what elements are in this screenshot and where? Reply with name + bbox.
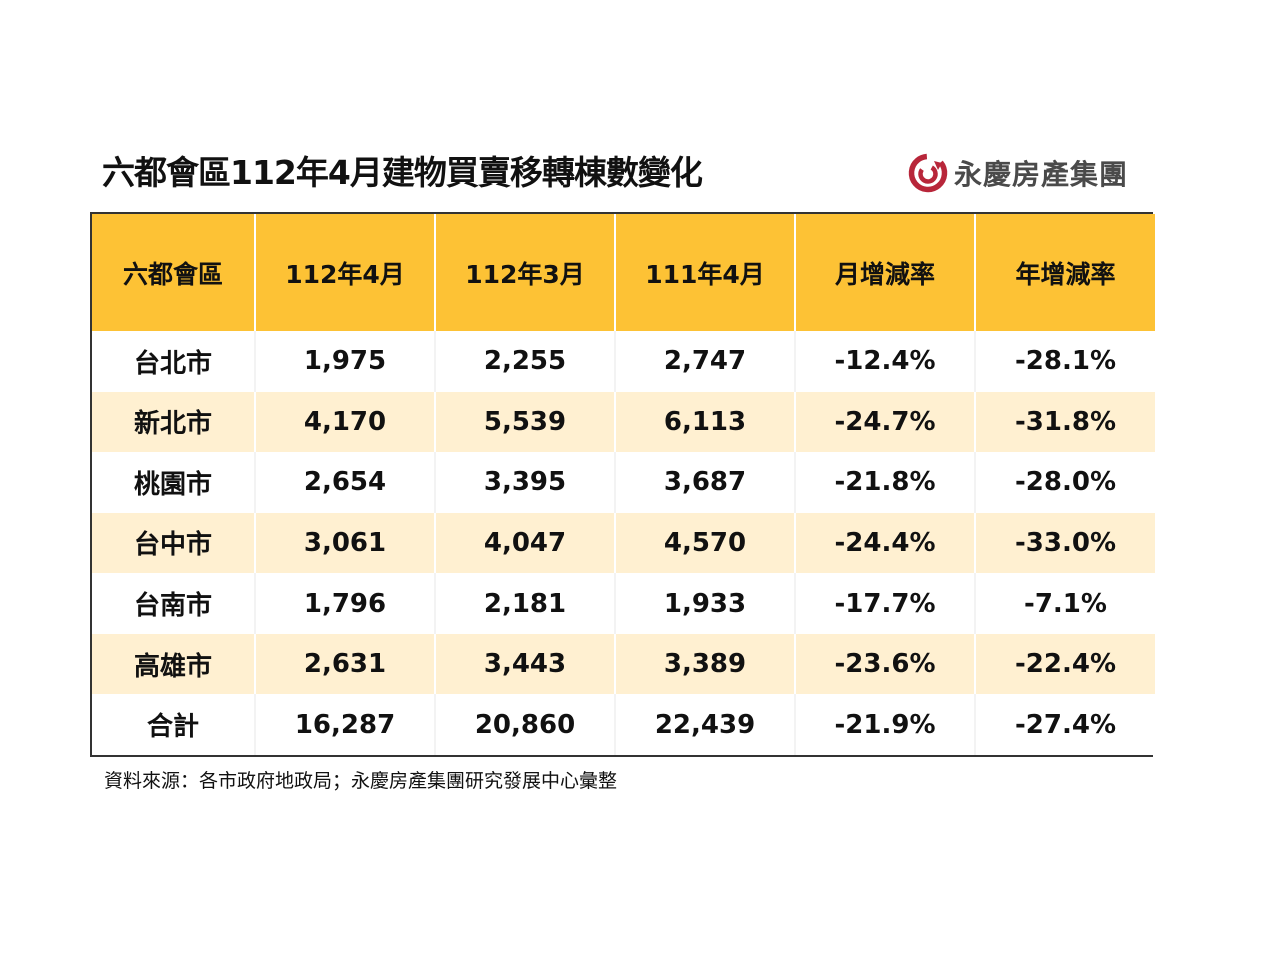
cell-value: 3,687	[614, 452, 796, 513]
source-note: 資料來源：各市政府地政局；永慶房產集團研究發展中心彙整	[104, 770, 618, 792]
cell-value: 2,181	[434, 573, 616, 634]
header-mom-rate: 月增減率	[794, 214, 976, 331]
cell-region: 台北市	[92, 331, 256, 392]
cell-value: 20,860	[434, 694, 616, 755]
cell-value: 1,975	[254, 331, 436, 392]
cell-rate: -7.1%	[974, 573, 1155, 634]
cell-value: 4,170	[254, 391, 436, 453]
table-row: 新北市 4,170 5,539 6,113 -24.7% -31.8%	[92, 391, 1155, 453]
cell-rate: -27.4%	[974, 694, 1155, 755]
table-total-row: 合計 16,287 20,860 22,439 -21.9% -27.4%	[92, 694, 1155, 755]
header-yoy-rate: 年增減率	[974, 214, 1155, 331]
cell-rate: -22.4%	[974, 633, 1155, 695]
cell-value: 1,796	[254, 573, 436, 634]
table-row: 台中市 3,061 4,047 4,570 -24.4% -33.0%	[92, 512, 1155, 574]
cell-value: 3,395	[434, 452, 616, 513]
header-region: 六都會區	[92, 214, 256, 331]
cell-rate: -21.9%	[794, 694, 976, 755]
cell-region: 桃園市	[92, 452, 256, 513]
cell-rate: -31.8%	[974, 391, 1155, 453]
table-header-row: 六都會區 112年4月 112年3月 111年4月 月增減率 年增減率	[92, 214, 1155, 331]
cell-value: 2,747	[614, 331, 796, 392]
cell-rate: -24.7%	[794, 391, 976, 453]
cell-rate: -21.8%	[794, 452, 976, 513]
header-112-mar: 112年3月	[434, 214, 616, 331]
cell-value: 22,439	[614, 694, 796, 755]
cell-value: 4,047	[434, 512, 616, 574]
cell-value: 2,631	[254, 633, 436, 695]
cell-value: 6,113	[614, 391, 796, 453]
table-row: 台北市 1,975 2,255 2,747 -12.4% -28.1%	[92, 331, 1155, 392]
brand-logo: 永慶房產集團	[908, 153, 1128, 193]
cell-value: 3,061	[254, 512, 436, 574]
cell-rate: -17.7%	[794, 573, 976, 634]
table-row: 桃園市 2,654 3,395 3,687 -21.8% -28.0%	[92, 452, 1155, 513]
cell-region: 台南市	[92, 573, 256, 634]
cell-rate: -28.0%	[974, 452, 1155, 513]
table-row: 台南市 1,796 2,181 1,933 -17.7% -7.1%	[92, 573, 1155, 634]
cell-region: 新北市	[92, 391, 256, 453]
cell-value: 2,654	[254, 452, 436, 513]
cell-value: 16,287	[254, 694, 436, 755]
yungching-logo-icon	[908, 153, 948, 193]
cell-value: 1,933	[614, 573, 796, 634]
cell-rate: -24.4%	[794, 512, 976, 574]
cell-region: 台中市	[92, 512, 256, 574]
brand-name: 永慶房產集團	[954, 158, 1129, 191]
header-111-apr: 111年4月	[614, 214, 796, 331]
cell-rate: -23.6%	[794, 633, 976, 695]
table-row: 高雄市 2,631 3,443 3,389 -23.6% -22.4%	[92, 633, 1155, 695]
cell-region: 高雄市	[92, 633, 256, 695]
cell-rate: -12.4%	[794, 331, 976, 392]
cell-total-label: 合計	[92, 694, 256, 755]
header-112-apr: 112年4月	[254, 214, 436, 331]
cell-value: 4,570	[614, 512, 796, 574]
cell-rate: -33.0%	[974, 512, 1155, 574]
data-table: 六都會區 112年4月 112年3月 111年4月 月增減率 年增減率 台北市 …	[90, 212, 1155, 757]
cell-value: 2,255	[434, 331, 616, 392]
cell-value: 3,443	[434, 633, 616, 695]
cell-value: 5,539	[434, 391, 616, 453]
cell-value: 3,389	[614, 633, 796, 695]
cell-rate: -28.1%	[974, 331, 1155, 392]
chart-title: 六都會區112年4月建物買賣移轉棟數變化	[102, 153, 703, 192]
